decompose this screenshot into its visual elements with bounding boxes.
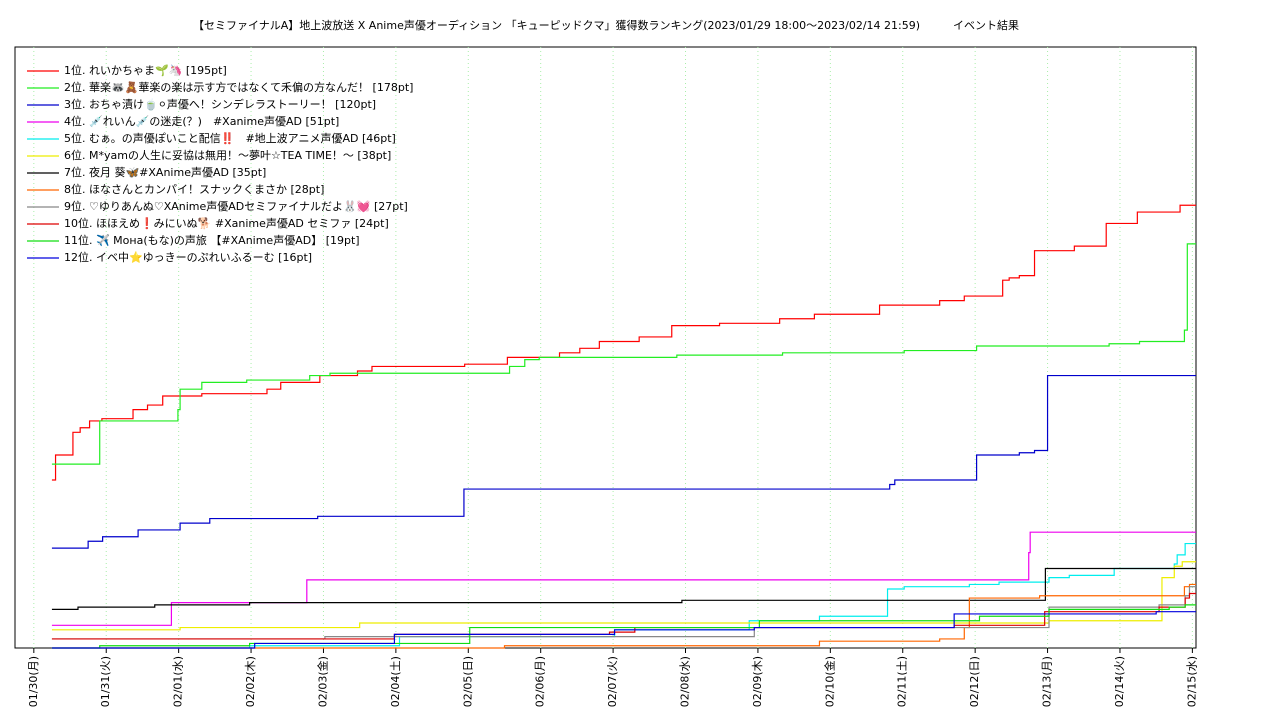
- legend-label: 11位. ✈️ Moна(もな)の声旅 【#XAnime声優AD】 [19pt]: [64, 233, 360, 247]
- x-tick-label: 02/01(水): [172, 656, 185, 707]
- chart-title: 【セミファイナルA】地上波放送 X Anime声優オーディション 「キューピッド…: [193, 18, 1019, 32]
- series-line: [51, 604, 1196, 649]
- x-tick-label: 02/07(火): [606, 656, 619, 707]
- series-line: [51, 243, 1196, 465]
- x-tick-label: 02/15(水): [1185, 656, 1198, 707]
- legend-label: 7位. 夜月 葵🦋#XAnime声優AD [35pt]: [64, 165, 266, 179]
- legend-label: 1位. れいかちゃま🌱🦄 [195pt]: [64, 63, 227, 77]
- legend-label: 9位. ♡ゆりあんぬ♡XAnime声優ADセミファイナルだよ🐰💓 [27pt]: [64, 199, 408, 213]
- legend-label: 10位. ほほえめ❗みにいぬ🐕 #Xanime声優AD セミファ [24pt]: [64, 216, 389, 230]
- legend-label: 3位. おちゃ漬け🍵⚪声優へ！シンデレラストーリー！ [120pt]: [64, 97, 376, 111]
- x-tick-label: 02/06(月): [534, 656, 547, 707]
- series-line: [51, 561, 1196, 631]
- legend-label: 4位. 💉れいん💉の迷走(？) #Xanime声優AD [51pt]: [64, 114, 339, 128]
- x-tick-label: 02/04(土): [389, 656, 402, 707]
- x-tick-label: 02/10(金): [822, 656, 836, 707]
- plot-frame: [14, 46, 1197, 649]
- x-tick-label: 02/03(金): [315, 656, 329, 707]
- x-tick-label: 01/30(月): [27, 656, 40, 707]
- series-line: [51, 531, 1196, 626]
- x-tick-label: 02/02(木): [244, 656, 257, 707]
- x-tick-label: 02/09(木): [751, 656, 764, 707]
- x-tick-label: 01/31(火): [99, 656, 112, 707]
- series-line: [51, 374, 1196, 549]
- x-tick-label: 02/13(月): [1041, 656, 1054, 707]
- legend-label: 6位. M*yamの人生に妥協は無用！〜夢叶☆TEA TIME！〜 [38pt]: [64, 148, 391, 162]
- series-line: [51, 611, 1196, 649]
- legend-label: 12位. イベ中⭐ゆっきーのぷれいふるーむ [16pt]: [64, 250, 312, 264]
- legend-label: 8位. ほなさんとカンパイ！スナックくまさか [28pt]: [64, 182, 324, 196]
- series-line: [51, 586, 1196, 640]
- x-tick-label: 02/08(水): [679, 656, 692, 707]
- series-line: [51, 567, 1196, 611]
- x-tick-label: 02/12(日): [968, 656, 981, 707]
- x-tick-label: 02/11(土): [896, 656, 909, 707]
- legend-label: 2位. 華楽🦝🧸華楽の楽は示す方ではなくて禾偏の方なんだ！ [178pt]: [64, 80, 413, 94]
- x-tick-label: 02/05(日): [461, 656, 474, 707]
- x-tick-label: 02/14(火): [1113, 656, 1126, 707]
- legend-label: 5位. むぁ。の声優ぽいこと配信‼️ #地上波アニメ声優AD [46pt]: [64, 131, 396, 145]
- series-line: [51, 542, 1196, 649]
- series-line: [51, 204, 1196, 481]
